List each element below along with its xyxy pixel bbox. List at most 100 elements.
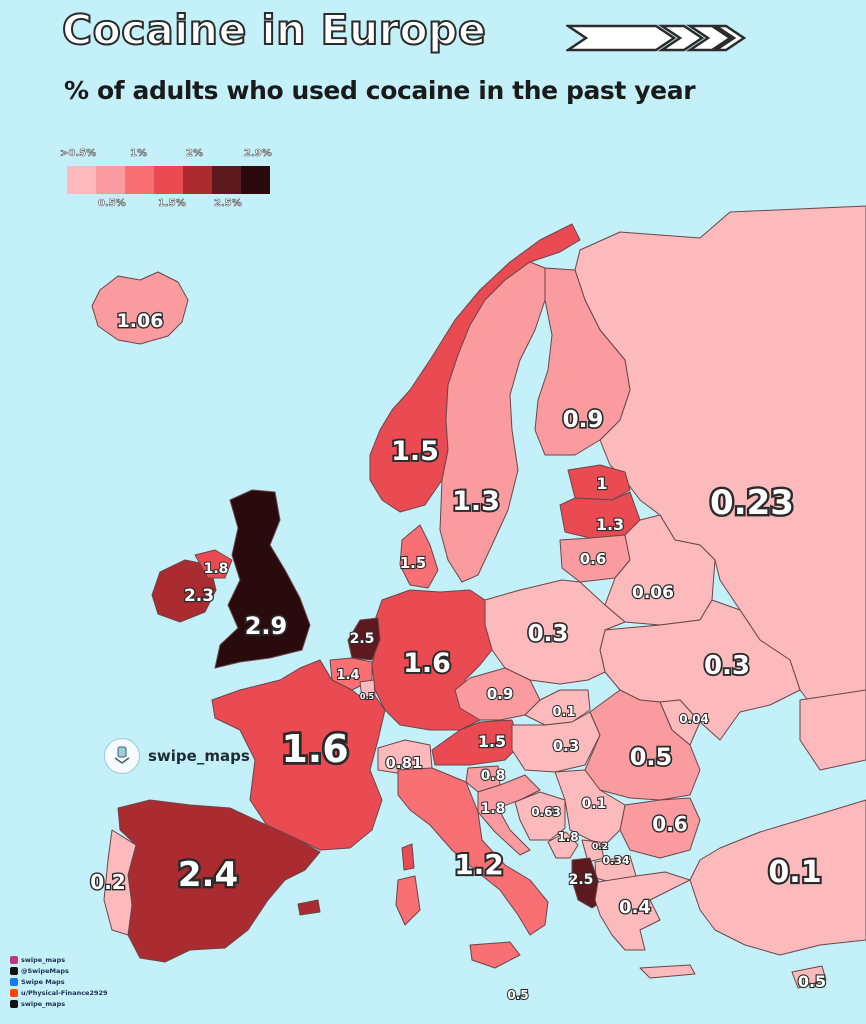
region-sicily <box>469 941 521 969</box>
map-label-belgium: 1.4 <box>336 668 359 683</box>
legend-swatch <box>67 166 96 194</box>
region-bulgaria <box>619 797 701 859</box>
map-label-lithuania: 0.6 <box>580 550 607 568</box>
map-label-northern-ireland: 1.8 <box>204 561 229 577</box>
region-montenegro <box>547 831 579 859</box>
social-credits: swipe_maps @SwipeMaps Swipe Maps u/Physi… <box>10 954 108 1009</box>
region-greece <box>594 871 691 951</box>
map-label-bosnia: 0.63 <box>531 805 561 819</box>
page-subtitle: % of adults who used cocaine in the past… <box>64 76 696 105</box>
legend-swatch <box>241 166 270 194</box>
page-title: Cocaine in Europe <box>61 5 487 55</box>
legend-bottom-label: 1.5% <box>158 198 186 210</box>
map-label-uk: 2.9 <box>245 612 288 640</box>
legend-top-label: 2.9% <box>244 148 272 160</box>
region-ireland <box>151 559 217 623</box>
credit-text: @SwipeMaps <box>21 966 69 975</box>
legend-top-label: 1% <box>130 148 148 160</box>
region-italy <box>397 767 549 936</box>
map-label-austria: 1.5 <box>478 732 506 751</box>
credit-item: @SwipeMaps <box>10 965 108 976</box>
watermark: swipe_maps <box>104 738 250 774</box>
map-label-malta: 0.5 <box>507 988 528 1002</box>
credit-text: swipe_maps <box>21 999 66 1008</box>
region-croatia <box>477 774 541 856</box>
credit-item: swipe_maps <box>10 954 108 965</box>
region-corsica <box>401 843 415 871</box>
facebook-icon <box>10 977 18 986</box>
credit-item: Swipe Maps <box>10 976 108 987</box>
legend-bottom-label: 2.5% <box>214 198 242 210</box>
map-label-netherlands: 2.5 <box>350 631 375 647</box>
region-belarus <box>604 514 716 626</box>
legend-color-scale <box>67 166 270 194</box>
credit-item: u/Physical-Finance2929 <box>10 987 108 998</box>
region-balearic <box>297 899 321 916</box>
swipe-maps-logo-icon <box>104 738 140 774</box>
region-northern-ireland <box>194 549 233 579</box>
map-label-ukraine: 0.3 <box>704 651 750 681</box>
region-france <box>211 659 386 851</box>
map-label-moldova: 0.04 <box>679 712 709 726</box>
credit-text: Swipe Maps <box>21 977 65 986</box>
map-label-poland: 0.3 <box>528 621 569 647</box>
region-sardinia <box>395 875 421 926</box>
region-bosnia <box>514 791 566 841</box>
map-label-iceland: 1.06 <box>117 310 164 332</box>
legend-swatch <box>183 166 212 194</box>
map-label-germany: 1.6 <box>403 648 451 679</box>
map-label-serbia: 0.1 <box>582 796 607 812</box>
map-label-estonia: 1 <box>596 474 607 493</box>
watermark-handle: swipe_maps <box>148 747 250 765</box>
region-turkey <box>689 799 866 956</box>
region-portugal <box>103 829 137 936</box>
threads-icon <box>10 999 18 1008</box>
map-label-kosovo: 0.2 <box>592 842 608 852</box>
region-sweden <box>439 261 546 583</box>
legend-swatch <box>154 166 183 194</box>
legend-bottom-label: 0.5% <box>98 198 126 210</box>
region-iceland <box>91 271 189 345</box>
map-label-norway: 1.5 <box>391 436 439 467</box>
map-label-spain: 2.4 <box>178 855 238 895</box>
map-label-switzerland: 0.81 <box>385 754 422 772</box>
map-label-latvia: 1.3 <box>596 515 624 534</box>
region-kosovo <box>581 839 605 863</box>
map-label-albania: 2.5 <box>569 872 594 888</box>
map-label-luxembourg: 0.5 <box>360 692 375 701</box>
map-label-sweden: 1.3 <box>452 486 500 517</box>
map-label-italy: 1.2 <box>454 848 504 881</box>
legend-top-label: >0.5% <box>60 148 97 160</box>
map-label-finland: 0.9 <box>563 407 604 433</box>
map-label-slovenia: 0.8 <box>481 768 506 784</box>
legend: >0.5% 1% 2% 2.9% 0.5% 1.5% 2.5% <box>60 146 290 216</box>
region-caucasus <box>799 689 866 771</box>
legend-swatch <box>125 166 154 194</box>
map-label-cyprus: 0.5 <box>798 972 826 991</box>
credit-text: swipe_maps <box>21 955 66 964</box>
map-label-north-macedonia: 0.34 <box>602 854 629 867</box>
credit-item: swipe_maps <box>10 998 108 1009</box>
map-label-bulgaria: 0.6 <box>652 812 687 836</box>
map-label-ireland: 2.3 <box>184 586 214 606</box>
map-label-france: 1.6 <box>281 727 348 771</box>
region-crete <box>639 964 696 979</box>
region-finland <box>534 267 631 456</box>
map-label-russia: 0.23 <box>710 483 794 523</box>
map-value-labels: 1.06 1.5 1.3 0.9 0.23 1 1.3 0.6 0.06 1.8 2.3 2.9 1.5… <box>89 309 827 1003</box>
map-label-slovakia: 0.1 <box>552 705 575 720</box>
map-label-croatia: 1.8 <box>481 801 506 817</box>
map-label-czechia: 0.9 <box>487 685 514 703</box>
map-label-greece: 0.4 <box>619 897 651 918</box>
region-poland <box>484 579 626 685</box>
map-label-portugal: 0.2 <box>90 870 125 894</box>
map-label-montenegro: 1.8 <box>557 830 578 844</box>
region-hungary <box>511 711 601 773</box>
region-denmark <box>399 524 439 589</box>
region-uk <box>214 489 311 669</box>
legend-top-label: 2% <box>186 148 204 160</box>
credit-text: u/Physical-Finance2929 <box>21 988 108 997</box>
instagram-icon <box>10 955 18 964</box>
map-label-belarus: 0.06 <box>632 583 674 603</box>
